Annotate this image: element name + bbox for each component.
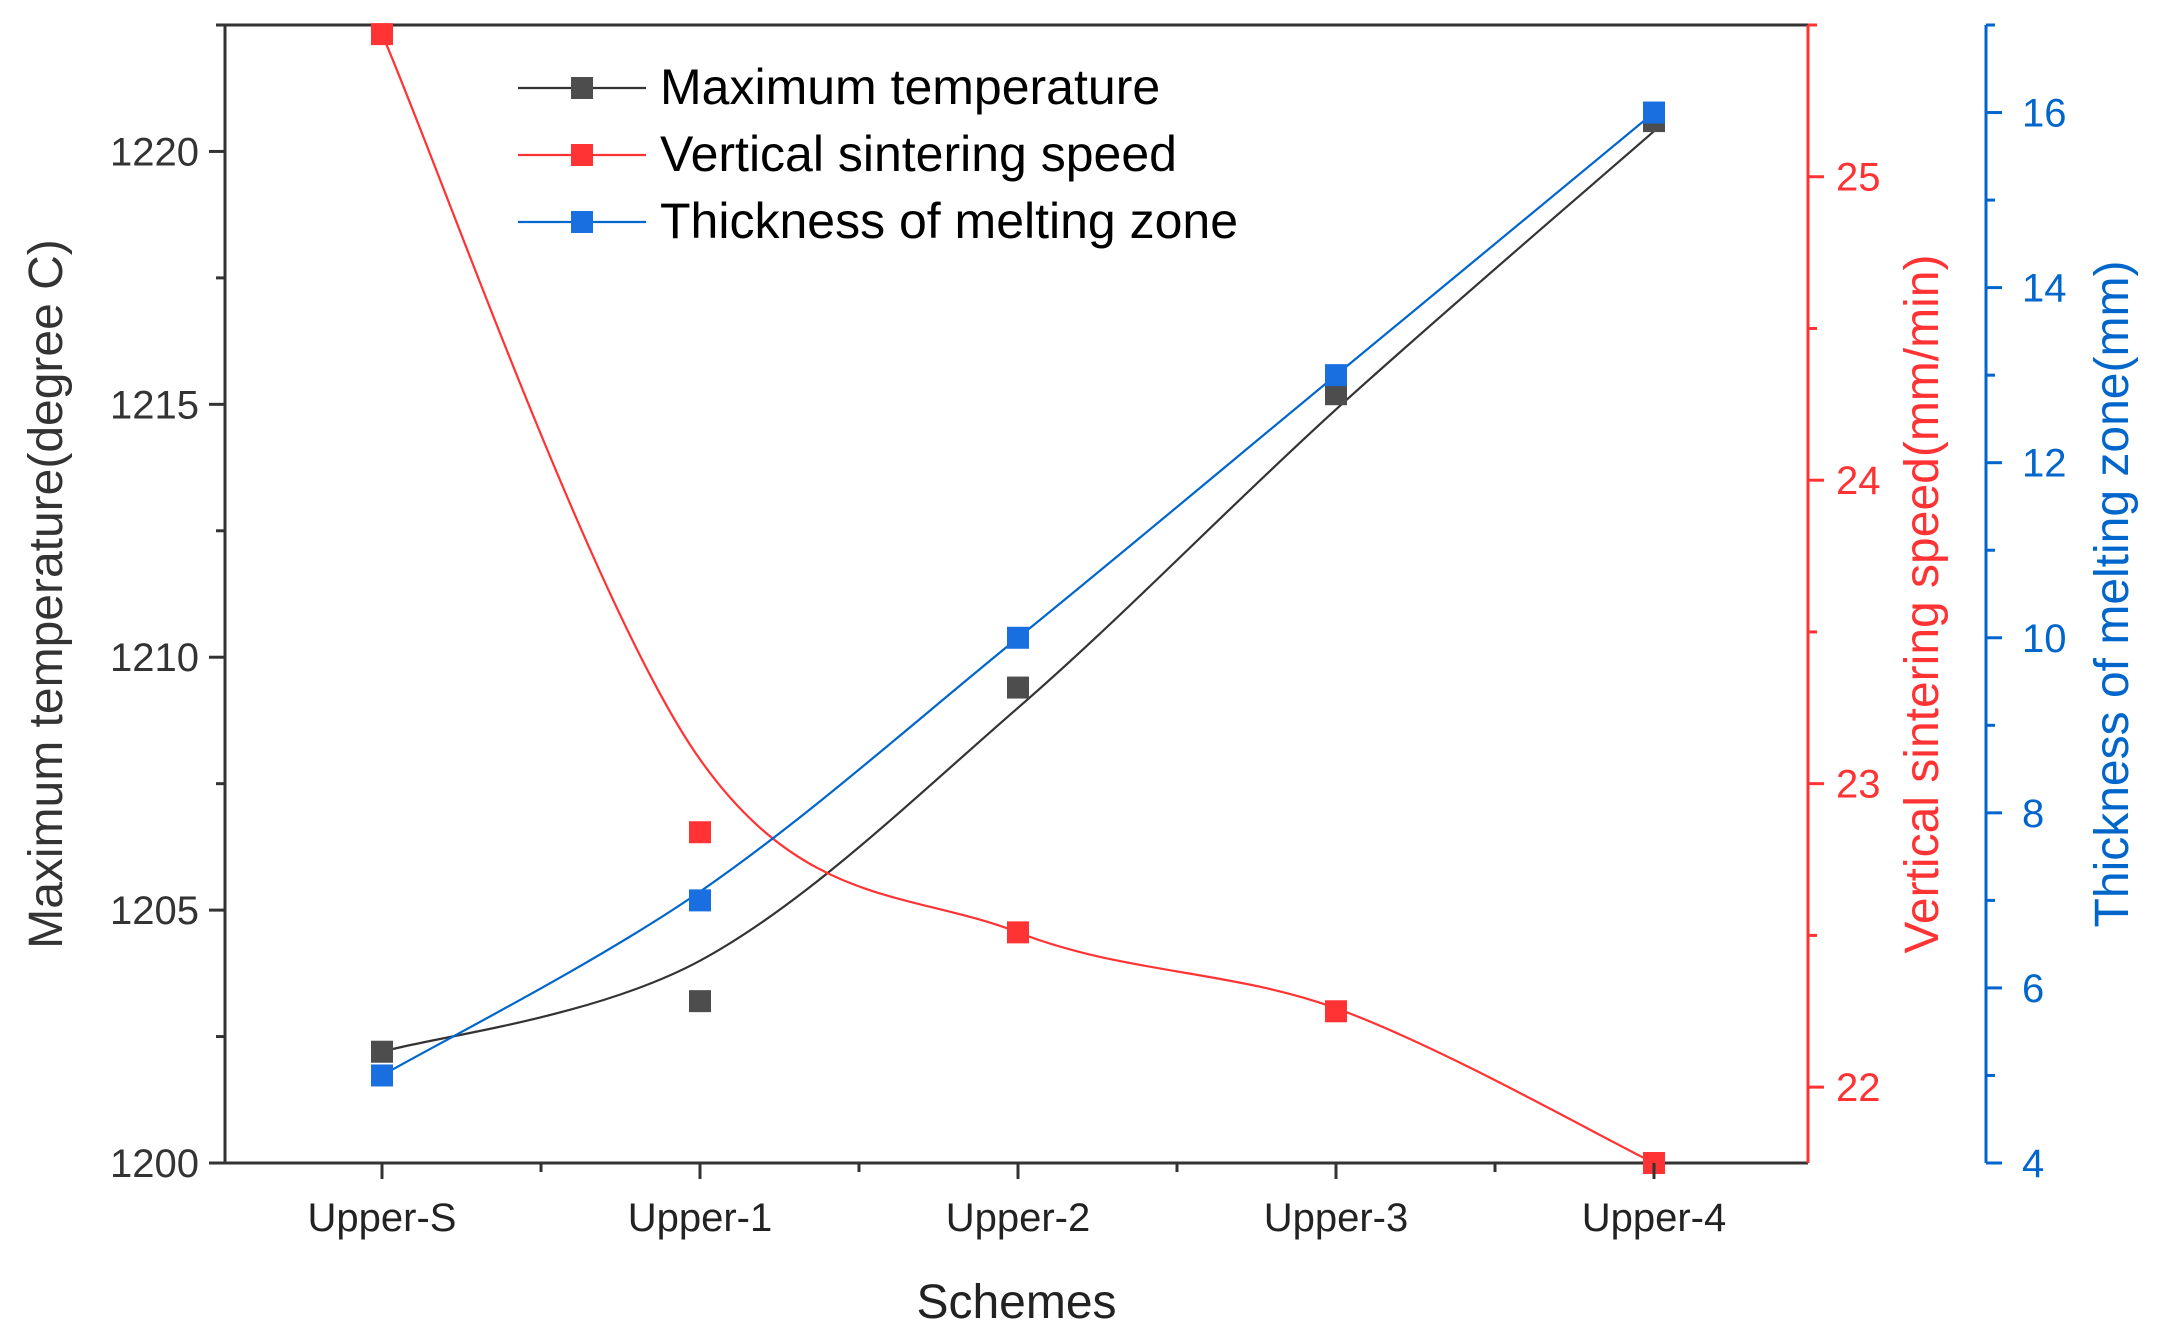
right-axis-speed-tick-label: 22 <box>1836 1066 1881 1110</box>
x-axis-tick-label: Upper-4 <box>1582 1196 1727 1240</box>
left-axis-tick-label: 1200 <box>110 1142 199 1186</box>
right-axis-speed-tick-label: 24 <box>1836 459 1881 503</box>
right-axis-thickness-tick-label: 10 <box>2022 617 2067 661</box>
data-point-max-temperature <box>371 1040 393 1063</box>
right-axis-speed-tick-label: 25 <box>1836 156 1881 200</box>
x-axis-title: Schemes <box>916 1276 1116 1329</box>
data-point-sintering-speed <box>371 23 393 46</box>
left-axis-tick-label: 1220 <box>110 130 199 174</box>
data-point-melting-zone-thickness <box>1007 626 1029 649</box>
right-axis-speed-title: Vertical sintering speed(mm/min) <box>1896 255 1949 954</box>
right-axis-thickness-tick-label: 16 <box>2022 92 2067 136</box>
legend-label-sintering-speed: Vertical sintering speed <box>660 126 1177 182</box>
data-point-melting-zone-thickness <box>1643 101 1665 124</box>
left-axis-tick-label: 1210 <box>110 636 199 680</box>
legend-label-melting-zone-thickness: Thickness of melting zone <box>660 193 1238 249</box>
x-axis-tick-label: Upper-1 <box>628 1196 773 1240</box>
right-axis-thickness-tick-label: 14 <box>2022 267 2067 311</box>
series-line-max-temperature <box>381 130 1655 1053</box>
right-axis-thickness-tick-label: 12 <box>2022 442 2067 486</box>
data-point-sintering-speed <box>1007 921 1029 944</box>
data-point-melting-zone-thickness <box>1325 364 1347 387</box>
right-axis-thickness-tick-label: 6 <box>2022 967 2044 1011</box>
data-point-melting-zone-thickness <box>689 889 711 912</box>
series-line-sintering-speed <box>380 33 1655 1164</box>
x-axis-tick-label: Upper-2 <box>946 1196 1091 1240</box>
x-axis-tick-label: Upper-S <box>308 1196 457 1240</box>
data-point-max-temperature <box>1007 676 1029 699</box>
data-point-max-temperature <box>1325 383 1347 406</box>
right-axis-thickness-title: Thickness of melting zone(mm) <box>2086 261 2139 928</box>
data-point-max-temperature <box>689 990 711 1013</box>
data-point-sintering-speed <box>689 821 711 844</box>
right-axis-thickness-tick-label: 4 <box>2022 1142 2044 1186</box>
legend-marker-melting-zone-thickness <box>571 211 593 233</box>
left-axis-tick-label: 1205 <box>110 889 199 933</box>
left-axis-tick-label: 1215 <box>110 383 199 427</box>
legend-marker-sintering-speed <box>571 144 593 166</box>
legend-label-max-temperature: Maximum temperature <box>660 59 1160 115</box>
data-point-melting-zone-thickness <box>371 1064 393 1087</box>
right-axis-speed-tick-label: 23 <box>1836 763 1881 807</box>
data-markers <box>371 23 1665 1174</box>
right-axis-thickness-tick-label: 8 <box>2022 792 2044 836</box>
legend-marker-max-temperature <box>571 77 593 99</box>
data-point-sintering-speed <box>1325 1000 1347 1023</box>
left-axis-title: Maximum temperature(degree C) <box>20 239 73 949</box>
x-axis-tick-label: Upper-3 <box>1264 1196 1409 1240</box>
legend: Maximum temperature Vertical sintering sp… <box>518 59 1238 249</box>
